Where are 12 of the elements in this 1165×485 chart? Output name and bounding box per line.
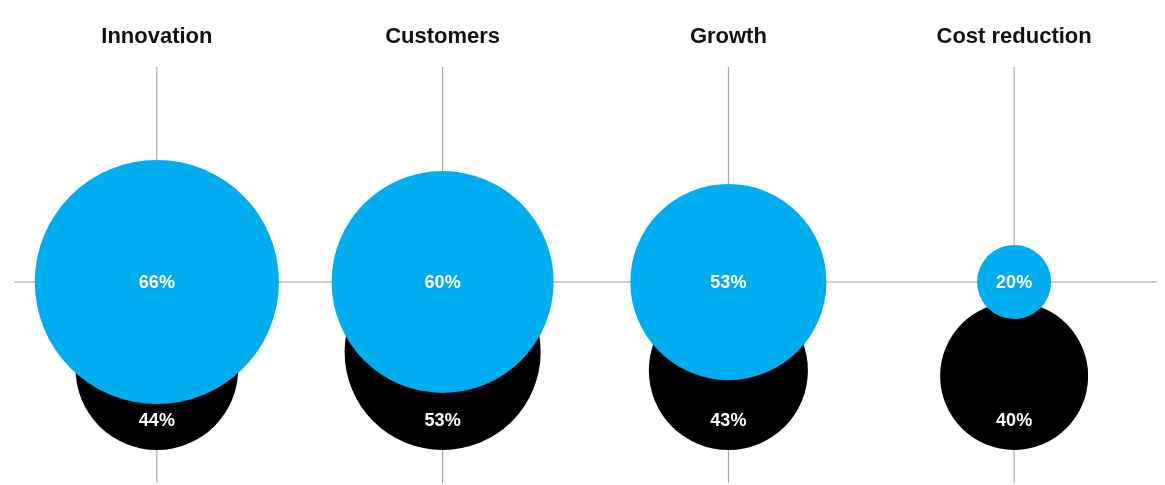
data-label: 66%	[138, 272, 175, 292]
data-label: 43%	[710, 410, 747, 430]
category-label: Innovation	[101, 23, 213, 48]
data-label: 53%	[710, 272, 747, 292]
data-label: 20%	[996, 272, 1033, 292]
category-label: Customers	[385, 23, 501, 48]
category-label: Cost reduction	[936, 23, 1092, 48]
data-label: 53%	[424, 410, 461, 430]
data-label: 60%	[424, 272, 461, 292]
data-label: 40%	[996, 410, 1033, 430]
data-label: 44%	[138, 410, 175, 430]
category-label: Growth	[689, 23, 767, 48]
